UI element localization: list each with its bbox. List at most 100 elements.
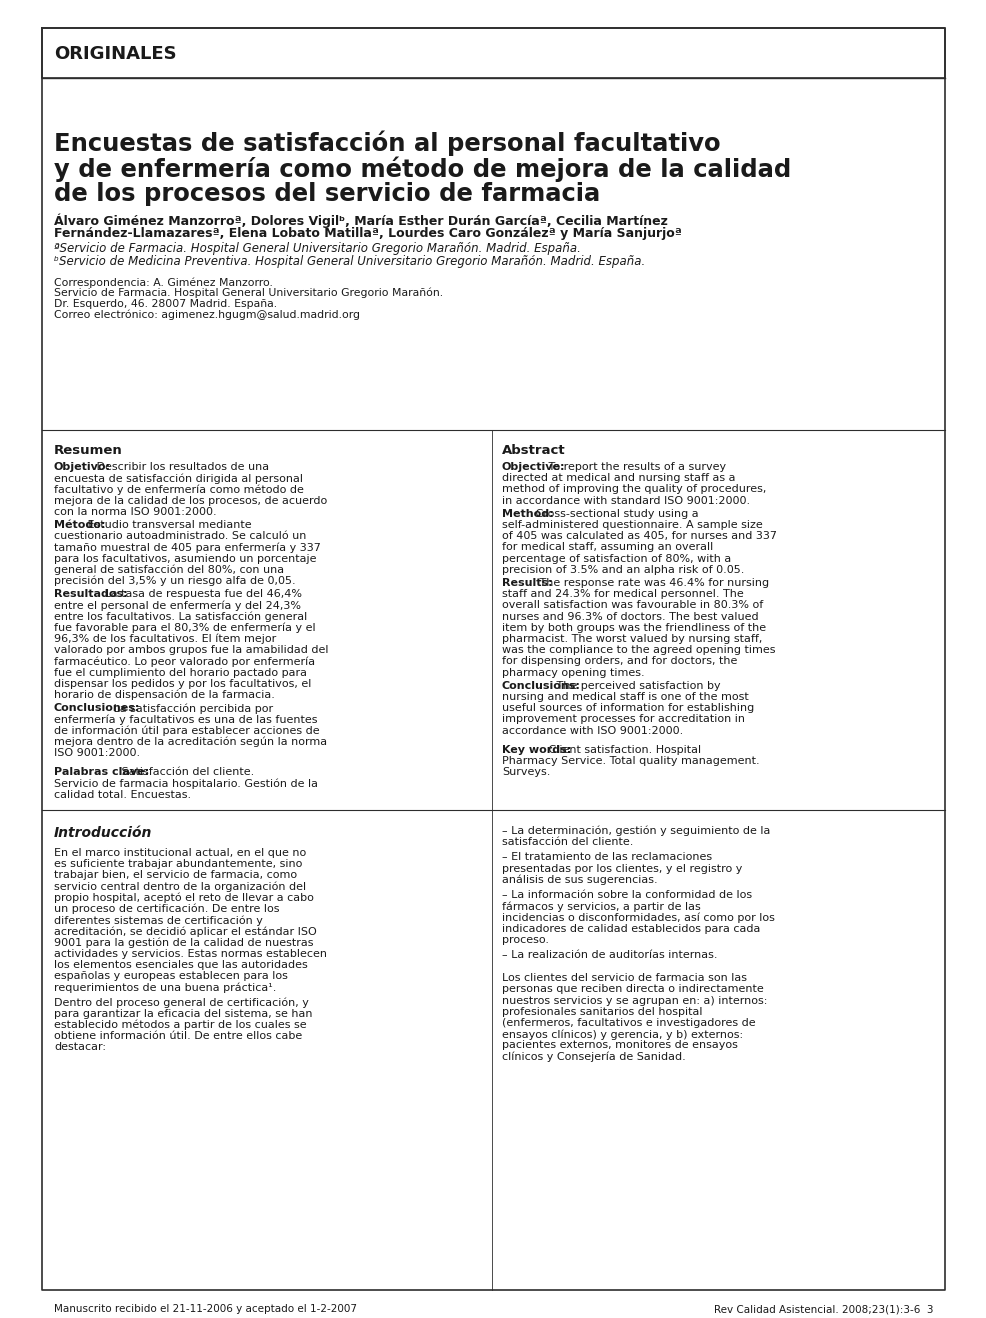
Text: análisis de sus sugerencias.: análisis de sus sugerencias. bbox=[502, 875, 657, 886]
Text: para los facultativos, asumiendo un porcentaje: para los facultativos, asumiendo un porc… bbox=[54, 554, 317, 564]
Text: Manuscrito recibido el 21-11-2006 y aceptado el 1-2-2007: Manuscrito recibido el 21-11-2006 y acep… bbox=[54, 1304, 357, 1314]
Text: indicadores de calidad establecidos para cada: indicadores de calidad establecidos para… bbox=[502, 924, 759, 933]
Text: ORIGINALES: ORIGINALES bbox=[54, 45, 176, 63]
Text: Resumen: Resumen bbox=[54, 444, 122, 457]
Text: Key words:: Key words: bbox=[502, 745, 571, 755]
Text: improvement processes for accreditation in: improvement processes for accreditation … bbox=[502, 714, 744, 725]
Text: useful sources of information for establishing: useful sources of information for establ… bbox=[502, 704, 753, 713]
Text: destacar:: destacar: bbox=[54, 1043, 106, 1052]
Text: percentage of satisfaction of 80%, with a: percentage of satisfaction of 80%, with … bbox=[502, 554, 731, 564]
Text: Conclusiones:: Conclusiones: bbox=[54, 704, 140, 713]
Text: 96,3% de los facultativos. El ítem mejor: 96,3% de los facultativos. El ítem mejor bbox=[54, 634, 276, 645]
Text: entre el personal de enfermería y del 24,3%: entre el personal de enfermería y del 24… bbox=[54, 601, 301, 612]
Text: Método:: Método: bbox=[54, 521, 106, 530]
Text: The perceived satisfaction by: The perceived satisfaction by bbox=[553, 681, 720, 691]
Text: horario de dispensación de la farmacia.: horario de dispensación de la farmacia. bbox=[54, 691, 274, 700]
Text: Resultados:: Resultados: bbox=[54, 589, 127, 600]
Text: es suficiente trabajar abundantemente, sino: es suficiente trabajar abundantemente, s… bbox=[54, 859, 302, 869]
Text: de los procesos del servicio de farmacia: de los procesos del servicio de farmacia bbox=[54, 182, 599, 206]
Text: pharmacist. The worst valued by nursing staff,: pharmacist. The worst valued by nursing … bbox=[502, 634, 761, 645]
Text: Rev Calidad Asistencial. 2008;23(1):3-6  3: Rev Calidad Asistencial. 2008;23(1):3-6 … bbox=[713, 1304, 932, 1314]
Text: Conclusions:: Conclusions: bbox=[502, 681, 581, 691]
Text: directed at medical and nursing staff as a: directed at medical and nursing staff as… bbox=[502, 473, 735, 484]
Text: calidad total. Encuestas.: calidad total. Encuestas. bbox=[54, 789, 191, 800]
Text: fármacos y servicios, a partir de las: fármacos y servicios, a partir de las bbox=[502, 902, 700, 912]
Text: dispensar los pedidos y por los facultativos, el: dispensar los pedidos y por los facultat… bbox=[54, 679, 311, 689]
Text: actividades y servicios. Estas normas establecen: actividades y servicios. Estas normas es… bbox=[54, 949, 326, 958]
Text: – La realización de auditorías internas.: – La realización de auditorías internas. bbox=[502, 950, 717, 960]
Text: Surveys.: Surveys. bbox=[502, 767, 550, 778]
Text: farmacéutico. Lo peor valorado por enfermería: farmacéutico. Lo peor valorado por enfer… bbox=[54, 656, 315, 667]
Text: requerimientos de una buena práctica¹.: requerimientos de una buena práctica¹. bbox=[54, 982, 276, 992]
Text: La tasa de respuesta fue del 46,4%: La tasa de respuesta fue del 46,4% bbox=[101, 589, 302, 600]
Text: method of improving the quality of procedures,: method of improving the quality of proce… bbox=[502, 485, 765, 494]
Text: general de satisfacción del 80%, con una: general de satisfacción del 80%, con una bbox=[54, 565, 284, 575]
Text: Encuestas de satisfacción al personal facultativo: Encuestas de satisfacción al personal fa… bbox=[54, 130, 720, 156]
Text: Álvaro Giménez Manzorroª, Dolores Vigilᵇ, María Esther Durán Garcíaª, Cecilia Ma: Álvaro Giménez Manzorroª, Dolores Vigilᵇ… bbox=[54, 214, 668, 228]
Text: servicio central dentro de la organización del: servicio central dentro de la organizaci… bbox=[54, 882, 306, 892]
Text: nuestros servicios y se agrupan en: a) internos:: nuestros servicios y se agrupan en: a) i… bbox=[502, 995, 766, 1006]
Text: ISO 9001:2000.: ISO 9001:2000. bbox=[54, 749, 140, 758]
Text: Fernández-Llamazaresª, Elena Lobato Matillaª, Lourdes Caro Gonzálezª y María San: Fernández-Llamazaresª, Elena Lobato Mati… bbox=[54, 227, 681, 240]
Text: La satisfacción percibida por: La satisfacción percibida por bbox=[109, 704, 272, 714]
Text: tamaño muestral de 405 para enfermería y 337: tamaño muestral de 405 para enfermería y… bbox=[54, 543, 320, 552]
Text: of 405 was calculated as 405, for nurses and 337: of 405 was calculated as 405, for nurses… bbox=[502, 531, 776, 542]
Text: accordance with ISO 9001:2000.: accordance with ISO 9001:2000. bbox=[502, 726, 682, 735]
Text: satisfacción del cliente.: satisfacción del cliente. bbox=[502, 837, 633, 847]
Text: Correspondencia: A. Giménez Manzorro.: Correspondencia: A. Giménez Manzorro. bbox=[54, 277, 272, 287]
Text: incidencias o disconformidades, así como por los: incidencias o disconformidades, así como… bbox=[502, 912, 774, 923]
Text: para garantizar la eficacia del sistema, se han: para garantizar la eficacia del sistema,… bbox=[54, 1008, 313, 1019]
Text: Introducción: Introducción bbox=[54, 826, 152, 840]
Text: obtiene información útil. De entre ellos cabe: obtiene información útil. De entre ellos… bbox=[54, 1031, 302, 1041]
Text: (enfermeros, facultativos e investigadores de: (enfermeros, facultativos e investigador… bbox=[502, 1017, 755, 1028]
Text: – La información sobre la conformidad de los: – La información sobre la conformidad de… bbox=[502, 890, 751, 900]
Text: y de enfermería como método de mejora de la calidad: y de enfermería como método de mejora de… bbox=[54, 156, 791, 182]
Text: fue el cumplimiento del horario pactado para: fue el cumplimiento del horario pactado … bbox=[54, 668, 307, 677]
Text: nursing and medical staff is one of the most: nursing and medical staff is one of the … bbox=[502, 692, 748, 702]
Text: establecido métodos a partir de los cuales se: establecido métodos a partir de los cual… bbox=[54, 1020, 307, 1031]
Text: staff and 24.3% for medical personnel. The: staff and 24.3% for medical personnel. T… bbox=[502, 589, 743, 600]
Text: enfermería y facultativos es una de las fuentes: enfermería y facultativos es una de las … bbox=[54, 714, 317, 725]
Text: Servicio de Farmacia. Hospital General Universitario Gregorio Marañón.: Servicio de Farmacia. Hospital General U… bbox=[54, 289, 443, 298]
Text: Dentro del proceso general de certificación, y: Dentro del proceso general de certificac… bbox=[54, 998, 309, 1008]
Text: Palabras clave:: Palabras clave: bbox=[54, 767, 149, 778]
Text: acreditación, se decidió aplicar el estándar ISO: acreditación, se decidió aplicar el está… bbox=[54, 927, 317, 937]
Text: Dr. Esquerdo, 46. 28007 Madrid. España.: Dr. Esquerdo, 46. 28007 Madrid. España. bbox=[54, 299, 277, 308]
Text: personas que reciben directa o indirectamente: personas que reciben directa o indirecta… bbox=[502, 985, 763, 994]
Text: precision of 3.5% and an alpha risk of 0.05.: precision of 3.5% and an alpha risk of 0… bbox=[502, 565, 743, 575]
Text: mejora de la calidad de los procesos, de acuerdo: mejora de la calidad de los procesos, de… bbox=[54, 496, 327, 506]
Text: ᵇServicio de Medicina Preventiva. Hospital General Universitario Gregorio Marañó: ᵇServicio de Medicina Preventiva. Hospit… bbox=[54, 254, 645, 268]
Text: Abstract: Abstract bbox=[502, 444, 565, 457]
Text: in accordance with standard ISO 9001:2000.: in accordance with standard ISO 9001:200… bbox=[502, 496, 749, 506]
Text: self-administered questionnaire. A sample size: self-administered questionnaire. A sampl… bbox=[502, 521, 762, 530]
Text: fue favorable para el 80,3% de enfermería y el: fue favorable para el 80,3% de enfermerí… bbox=[54, 623, 316, 634]
Text: clínicos y Consejería de Sanidad.: clínicos y Consejería de Sanidad. bbox=[502, 1052, 685, 1062]
Text: proceso.: proceso. bbox=[502, 934, 548, 945]
Text: facultativo y de enfermería como método de: facultativo y de enfermería como método … bbox=[54, 485, 304, 494]
Text: overall satisfaction was favourable in 80.3% of: overall satisfaction was favourable in 8… bbox=[502, 601, 762, 610]
Text: de información útil para establecer acciones de: de información útil para establecer acci… bbox=[54, 726, 319, 735]
Text: cuestionario autoadministrado. Se calculó un: cuestionario autoadministrado. Se calcul… bbox=[54, 531, 306, 542]
Text: valorado por ambos grupos fue la amabilidad del: valorado por ambos grupos fue la amabili… bbox=[54, 646, 328, 655]
Text: trabajar bien, el servicio de farmacia, como: trabajar bien, el servicio de farmacia, … bbox=[54, 870, 297, 880]
Text: item by both groups was the friendliness of the: item by both groups was the friendliness… bbox=[502, 623, 765, 633]
Text: En el marco institucional actual, en el que no: En el marco institucional actual, en el … bbox=[54, 847, 306, 858]
Text: encuesta de satisfacción dirigida al personal: encuesta de satisfacción dirigida al per… bbox=[54, 473, 303, 484]
Text: To report the results of a survey: To report the results of a survey bbox=[544, 463, 725, 472]
Text: Los clientes del servicio de farmacia son las: Los clientes del servicio de farmacia so… bbox=[502, 973, 746, 983]
Text: propio hospital, aceptó el reto de llevar a cabo: propio hospital, aceptó el reto de lleva… bbox=[54, 892, 314, 903]
Text: un proceso de certificación. De entre los: un proceso de certificación. De entre lo… bbox=[54, 904, 279, 915]
Text: Results:: Results: bbox=[502, 579, 552, 588]
Text: pharmacy opening times.: pharmacy opening times. bbox=[502, 668, 644, 677]
Text: profesionales sanitarios del hospital: profesionales sanitarios del hospital bbox=[502, 1007, 702, 1016]
Text: ªServicio de Farmacia. Hospital General Universitario Gregorio Marañón. Madrid. : ªServicio de Farmacia. Hospital General … bbox=[54, 243, 581, 254]
Text: ensayos clínicos) y gerencia, y b) externos:: ensayos clínicos) y gerencia, y b) exter… bbox=[502, 1029, 742, 1040]
Text: con la norma ISO 9001:2000.: con la norma ISO 9001:2000. bbox=[54, 507, 216, 517]
Text: mejora dentro de la acreditación según la norma: mejora dentro de la acreditación según l… bbox=[54, 737, 326, 747]
Text: españolas y europeas establecen para los: españolas y europeas establecen para los bbox=[54, 971, 288, 981]
Text: for dispensing orders, and for doctors, the: for dispensing orders, and for doctors, … bbox=[502, 656, 737, 667]
Text: Objective:: Objective: bbox=[502, 463, 565, 472]
Text: Satisfacción del cliente.: Satisfacción del cliente. bbox=[118, 767, 254, 778]
Text: entre los facultativos. La satisfacción general: entre los facultativos. La satisfacción … bbox=[54, 612, 307, 622]
Text: Pharmacy Service. Total quality management.: Pharmacy Service. Total quality manageme… bbox=[502, 757, 759, 766]
